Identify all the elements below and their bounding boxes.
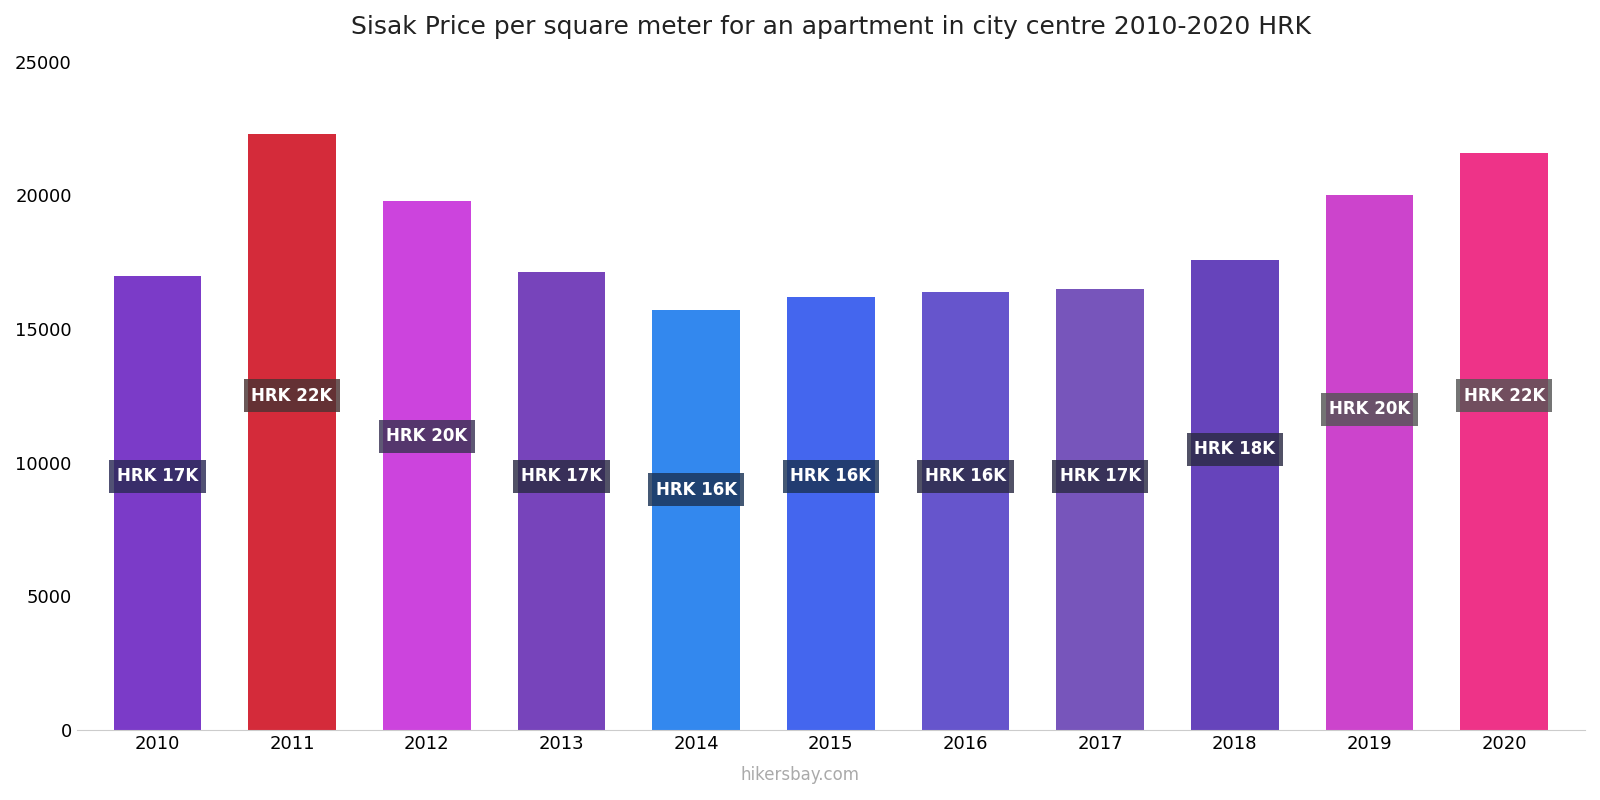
Text: HRK 16K: HRK 16K xyxy=(656,481,736,498)
Text: HRK 17K: HRK 17K xyxy=(117,467,198,485)
Text: HRK 16K: HRK 16K xyxy=(790,467,872,485)
Text: HRK 17K: HRK 17K xyxy=(522,467,602,485)
Text: HRK 17K: HRK 17K xyxy=(1059,467,1141,485)
Bar xyxy=(1461,153,1547,730)
Bar xyxy=(114,276,202,730)
Text: HRK 20K: HRK 20K xyxy=(1330,400,1410,418)
Text: HRK 22K: HRK 22K xyxy=(1464,387,1546,405)
Title: Sisak Price per square meter for an apartment in city centre 2010-2020 HRK: Sisak Price per square meter for an apar… xyxy=(350,15,1310,39)
Text: HRK 20K: HRK 20K xyxy=(386,427,467,445)
Bar xyxy=(382,201,470,730)
Text: HRK 22K: HRK 22K xyxy=(251,387,333,405)
Bar xyxy=(1190,260,1278,730)
Bar xyxy=(1326,195,1413,730)
Bar xyxy=(518,272,605,730)
Text: HRK 16K: HRK 16K xyxy=(925,467,1006,485)
Bar xyxy=(1056,289,1144,730)
Text: hikersbay.com: hikersbay.com xyxy=(741,766,859,784)
Bar xyxy=(653,310,739,730)
Text: HRK 18K: HRK 18K xyxy=(1194,441,1275,458)
Bar xyxy=(922,292,1010,730)
Bar xyxy=(248,134,336,730)
Bar xyxy=(787,297,875,730)
